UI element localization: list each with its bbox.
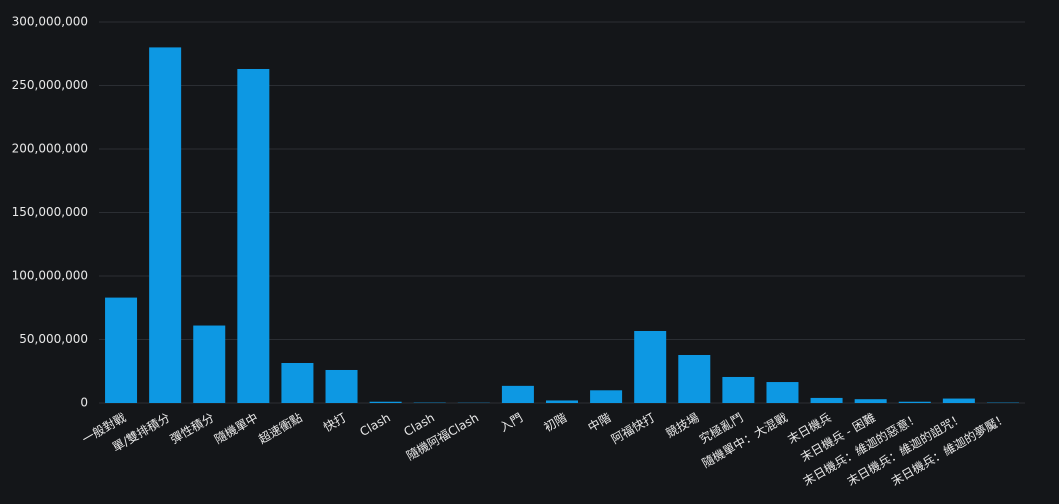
x-tick-label: 隨機單中 [212, 410, 261, 447]
bar [325, 369, 358, 403]
bar [501, 385, 534, 403]
x-tick-label: 初階 [541, 410, 569, 435]
bar [149, 47, 182, 404]
bar [105, 297, 138, 403]
y-tick-label: 200,000,000 [12, 142, 88, 156]
y-tick-label: 0 [80, 396, 88, 410]
bar [942, 398, 975, 403]
y-tick-label: 100,000,000 [12, 269, 88, 283]
y-tick-label: 250,000,000 [12, 78, 88, 92]
bar [193, 325, 226, 403]
bar [678, 354, 711, 403]
x-tick-label: 彈性積分 [167, 410, 216, 447]
bar [898, 401, 931, 403]
bar [546, 400, 578, 403]
bar [766, 382, 799, 403]
x-tick-label: 隨機阿福Clash [403, 410, 481, 463]
y-tick-label: 50,000,000 [19, 332, 88, 346]
bar [237, 68, 270, 404]
x-tick-label: 競技場 [663, 410, 702, 441]
bar [590, 390, 623, 403]
x-tick-label: 入門 [497, 411, 525, 435]
y-tick-label: 300,000,000 [12, 15, 88, 29]
y-tick-label: 150,000,000 [12, 205, 88, 219]
bar [854, 399, 887, 403]
x-tick-label: Clash [357, 411, 393, 440]
bar [722, 376, 755, 403]
x-tick-label: 中階 [585, 410, 613, 435]
x-tick-label: 快打 [321, 411, 349, 435]
x-tick-label: 超速衝點 [256, 410, 305, 447]
bar [369, 401, 402, 403]
x-tick-label: 阿福快打 [608, 410, 657, 447]
bar [281, 362, 314, 403]
bar [634, 330, 667, 403]
bar [810, 397, 843, 403]
